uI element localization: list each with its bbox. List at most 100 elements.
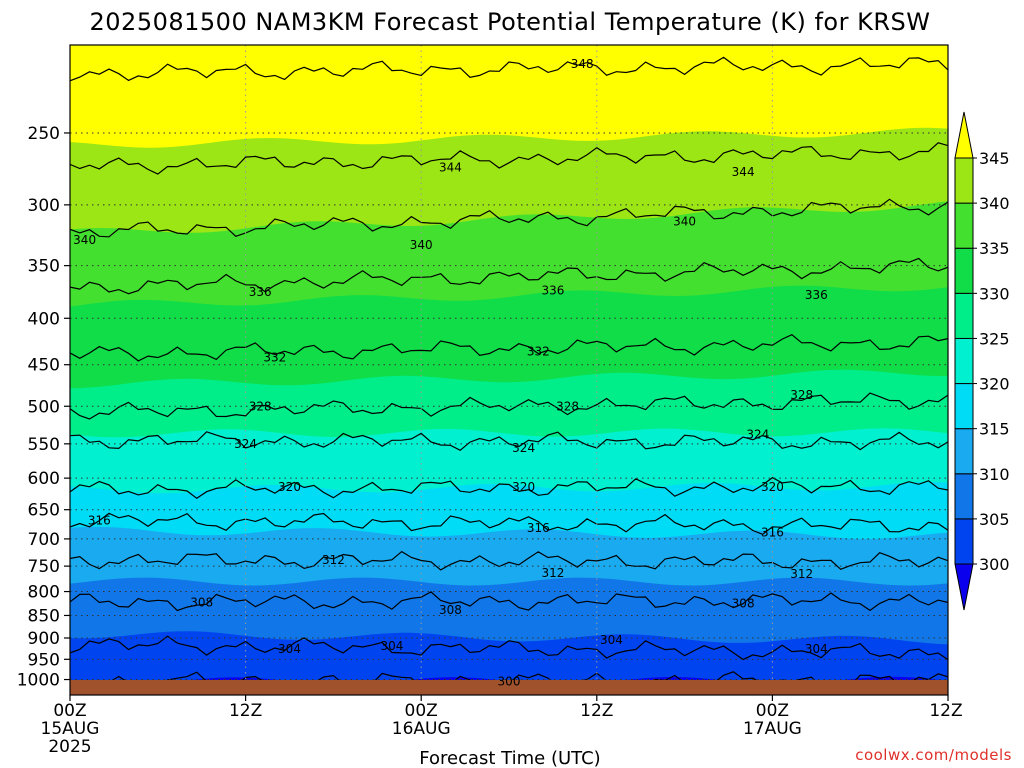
- colorbar: 300 305 310 315 320 325 330 335 340 345: [954, 111, 1010, 611]
- colorbar-label: 315: [979, 420, 1010, 439]
- contour-label: 316: [761, 526, 784, 540]
- contour-label-text: 336: [541, 284, 564, 298]
- contour-label-text: 328: [790, 388, 813, 402]
- contour-label-text: 308: [732, 597, 755, 611]
- contour-label: 308: [439, 603, 462, 617]
- contour-label: 304: [805, 642, 828, 656]
- contour-label: 328: [249, 399, 272, 413]
- colorbar-box-300: [954, 518, 974, 565]
- y-tick-label: 700: [28, 530, 60, 550]
- isotherm-304: [70, 635, 948, 661]
- contour-labels: 348 344 344 340 340 340 336 336 336 332 332 328 328 3…: [73, 57, 828, 688]
- contour-label: 328: [556, 399, 579, 413]
- y-tick-label: 550: [28, 435, 60, 455]
- contour-label: 340: [673, 215, 696, 229]
- colorbar-box-335: [954, 202, 974, 249]
- contour-label-text: 304: [380, 639, 403, 653]
- contour-label-text: 316: [88, 513, 111, 527]
- y-tick-label: 600: [28, 469, 60, 489]
- contour-label: 324: [234, 437, 257, 451]
- y-tick-label: 950: [28, 650, 60, 670]
- isotherm-316: [70, 512, 948, 535]
- colorbar-box-320: [954, 337, 974, 385]
- contour-label-text: 312: [790, 567, 813, 581]
- x-tick-label: 17AUG: [743, 719, 802, 739]
- contour-label-text: 304: [278, 642, 301, 656]
- chart-title: 2025081500 NAM3KM Forecast Potential Tem…: [90, 8, 931, 36]
- colorbar-box-325: [954, 292, 974, 339]
- colorbar-label: 305: [979, 510, 1010, 529]
- contour-label: 340: [410, 238, 433, 252]
- x-tick-label: 15AUG: [41, 719, 100, 739]
- y-tick-label: 800: [28, 583, 60, 603]
- x-tick-label: 00Z: [756, 701, 789, 721]
- contour-label: 320: [512, 480, 535, 494]
- contour-label: 324: [746, 427, 769, 441]
- contour-label-text: 328: [249, 399, 272, 413]
- contour-label-text: 324: [512, 441, 535, 455]
- contour-label-text: 344: [732, 165, 755, 179]
- isotherm-324: [70, 431, 948, 452]
- contour-label-text: 328: [556, 399, 579, 413]
- contour-label: 312: [541, 566, 564, 580]
- x-tick-label: 12Z: [229, 701, 262, 721]
- isotherm-320: [70, 476, 948, 500]
- contour-label-text: 336: [805, 288, 828, 302]
- contour-label: 300: [498, 675, 521, 689]
- contour-label-text: 312: [322, 553, 345, 567]
- contour-label-text: 304: [805, 642, 828, 656]
- contour-label-text: 324: [746, 427, 769, 441]
- y-tick-label: 250: [28, 124, 60, 144]
- y-tick-label: 300: [28, 196, 60, 216]
- contour-label-text: 340: [673, 215, 696, 229]
- contour-label-text: 320: [278, 480, 301, 494]
- ground-terrain: [70, 680, 948, 695]
- isotherm-344: [70, 142, 948, 175]
- isotherm-308: [70, 591, 948, 612]
- y-tick-label: 350: [28, 257, 60, 277]
- contour-label-text: 344: [439, 161, 462, 175]
- y-tick-label: 450: [28, 356, 60, 376]
- x-tick-label: 2025: [48, 737, 91, 757]
- contour-label-text: 324: [234, 437, 257, 451]
- contour-label-text: 308: [439, 603, 462, 617]
- isotherm-336: [70, 257, 948, 295]
- contour-label: 304: [600, 633, 623, 647]
- pressure-axis: 250 300 350 400 450 500 550 600 650 700 750 800 850 9…: [17, 124, 70, 691]
- contour-label-text: 332: [527, 344, 550, 358]
- y-tick-label: 1000: [17, 671, 60, 691]
- contour-label: 336: [541, 284, 564, 298]
- y-tick-label: 650: [28, 501, 60, 521]
- colorbar-label: 340: [979, 194, 1010, 213]
- contour-label-text: 340: [410, 238, 433, 252]
- contour-label-text: 316: [527, 521, 550, 535]
- theta-band-345: [70, 45, 948, 148]
- isotherm-348: [70, 56, 948, 82]
- contour-label: 324: [512, 441, 535, 455]
- y-tick-label: 900: [28, 629, 60, 649]
- contour-label: 348: [571, 57, 594, 71]
- x-tick-label: 00Z: [405, 701, 438, 721]
- contour-label: 312: [790, 567, 813, 581]
- colorbar-label: 320: [979, 375, 1010, 394]
- contour-label: 316: [88, 513, 111, 527]
- colorbar-label: 335: [979, 239, 1010, 258]
- credit-text: coolwx.com/models: [855, 746, 1012, 764]
- colorbar-extend-top: [954, 111, 974, 159]
- x-tick-label: 12Z: [929, 701, 962, 721]
- contour-label-text: 320: [761, 480, 784, 494]
- contour-label: 332: [527, 344, 550, 358]
- contour-label: 340: [73, 233, 96, 247]
- colorbar-box-305: [954, 473, 974, 520]
- contour-label: 332: [263, 351, 286, 365]
- contour-label: 304: [380, 639, 403, 653]
- colorbar-box-330: [954, 247, 974, 294]
- x-tick-label: 16AUG: [392, 719, 451, 739]
- contour-label-text: 320: [512, 480, 535, 494]
- contour-label: 304: [278, 642, 301, 656]
- contour-label: 312: [322, 553, 345, 567]
- isotherm-340: [70, 198, 948, 238]
- contour-label: 336: [805, 288, 828, 302]
- y-tick-label: 500: [28, 397, 60, 417]
